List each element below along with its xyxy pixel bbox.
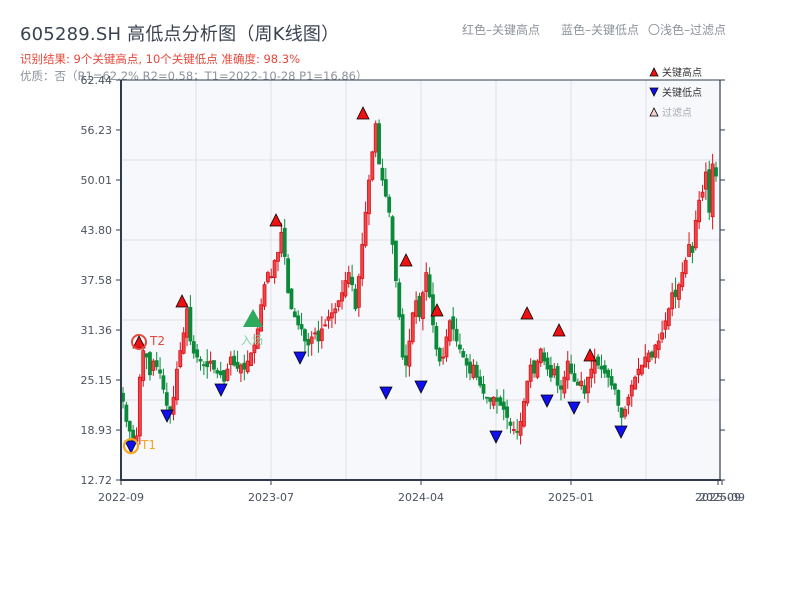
pivot-markers xyxy=(122,106,628,455)
key-low-marker xyxy=(160,409,174,423)
legend-low-label: 关键低点 xyxy=(662,86,702,99)
key-high-marker xyxy=(399,253,413,267)
legend-high-label: 关键高点 xyxy=(662,66,702,79)
key-high-marker xyxy=(269,213,283,227)
legend-box: 关键高点 关键低点 过滤点 xyxy=(649,66,702,119)
y-tick-label: 43.80 xyxy=(81,224,113,237)
key-low-marker xyxy=(567,401,581,415)
candlesticks xyxy=(121,119,718,448)
legend-blue-low: 蓝色–关键低点 xyxy=(561,23,640,37)
y-tick-label: 12.72 xyxy=(81,474,113,487)
t1-label: T1 xyxy=(140,438,156,452)
annotation-labels: T2 T1 入场 xyxy=(140,333,263,452)
key-low-marker xyxy=(124,440,138,454)
triangle-up-light-icon xyxy=(649,107,659,117)
t2-ring xyxy=(131,334,147,350)
x-tick-label: 2025-09 xyxy=(695,491,741,504)
legend-filtered-label: 过滤点 xyxy=(662,106,692,119)
key-high-marker xyxy=(356,106,370,120)
key-low-marker xyxy=(414,380,428,394)
recognition-result: 识别结果: 9个关键高点, 10个关键低点 准确度: 98.3% xyxy=(20,52,301,66)
y-tick-label: 25.15 xyxy=(81,374,113,387)
legend-red-high: 红色–关键高点 xyxy=(462,23,541,37)
legend-filtered: 〇浅色–过滤点 xyxy=(648,23,727,37)
grid-lines xyxy=(121,80,720,480)
t1-ring xyxy=(122,437,140,455)
y-tick-label: 37.58 xyxy=(81,274,113,287)
chart-title: 605289.SH 高低点分析图（周K线图） xyxy=(20,24,340,45)
entry-label: 入场 xyxy=(241,333,263,347)
x-tick-label: 2023-07 xyxy=(248,491,294,504)
key-high-marker xyxy=(175,294,189,308)
key-low-marker xyxy=(214,383,228,397)
x-tick-label-overlap: 2025-09 xyxy=(699,491,745,504)
x-tick-label: 2025-01 xyxy=(548,491,594,504)
key-low-marker xyxy=(293,351,307,365)
y-tick-label: 56.23 xyxy=(81,124,113,137)
key-high-marker xyxy=(583,348,597,362)
y-tick-label: 31.36 xyxy=(81,324,113,337)
t2-label: T2 xyxy=(149,334,165,348)
key-high-marker xyxy=(552,323,566,337)
y-tick-label: 62.44 xyxy=(81,74,113,87)
x-tick-label: 2024-04 xyxy=(398,491,444,504)
triangle-up-red-icon xyxy=(649,67,659,77)
y-tick-label: 18.93 xyxy=(81,424,113,437)
key-high-marker xyxy=(520,306,534,320)
key-low-marker xyxy=(614,425,628,439)
key-low-marker xyxy=(540,394,554,408)
key-low-marker xyxy=(489,430,503,444)
x-tick-label: 2022-09 xyxy=(98,491,144,504)
key-high-marker xyxy=(430,303,444,317)
key-low-marker xyxy=(379,386,393,400)
y-tick-label: 50.01 xyxy=(81,174,113,187)
axes: 12.72 18.93 25.15 31.36 37.58 43.80 50.01 56.23… xyxy=(81,74,745,504)
triangle-down-blue-icon xyxy=(649,87,659,97)
entry-marker xyxy=(243,309,263,327)
